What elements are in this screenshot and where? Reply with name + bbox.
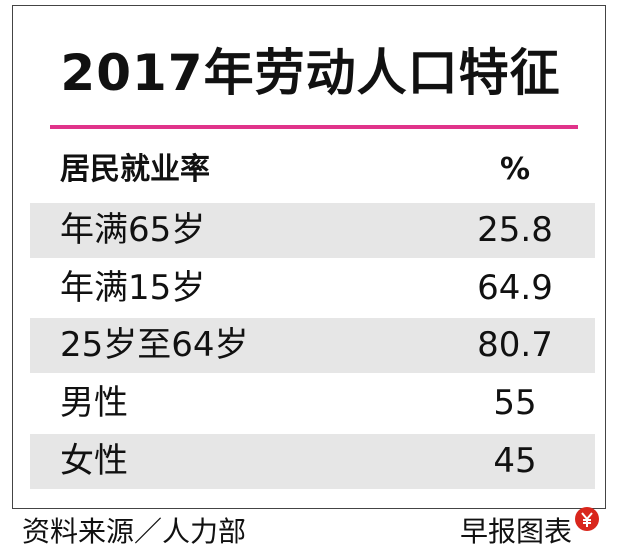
table-row: 年满15岁 64.9	[30, 261, 595, 316]
row-label: 年满65岁	[60, 210, 206, 250]
credit: 早报图表	[460, 515, 573, 548]
row-label: 25岁至64岁	[60, 325, 249, 365]
row-label: 年满15岁	[60, 268, 206, 308]
frame	[12, 5, 606, 509]
logo	[575, 507, 599, 531]
row-value: 64.9	[477, 268, 553, 308]
row-value: 80.7	[477, 325, 553, 365]
table-row: 年满65岁 25.8	[30, 203, 595, 258]
row-value: 45	[493, 441, 537, 481]
row-value: 25.8	[477, 210, 553, 250]
table-row: 女性 45	[30, 434, 595, 489]
header-label: 居民就业率	[60, 152, 210, 187]
table-row: 25岁至64岁 80.7	[30, 318, 595, 373]
title: 2017年劳动人口特征	[60, 44, 561, 102]
row-value: 55	[493, 383, 537, 423]
row-label: 女性	[60, 441, 128, 481]
table-row: 男性 55	[30, 376, 595, 431]
header-unit: %	[499, 152, 531, 187]
row-label: 男性	[60, 383, 128, 423]
source: 资料来源／人力部	[22, 515, 247, 548]
title-rule	[50, 125, 578, 129]
